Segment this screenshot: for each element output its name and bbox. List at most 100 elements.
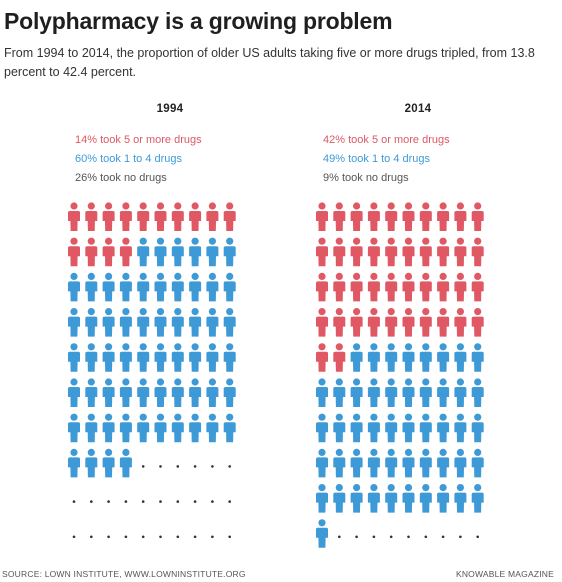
- figure-one-to-four: [385, 448, 398, 478]
- figure-five-or-more: [385, 237, 398, 267]
- figure-one-to-four: [419, 413, 432, 443]
- figure-five-or-more: [350, 202, 363, 231]
- figure-one-to-four: [471, 378, 484, 407]
- figure-five-or-more: [333, 202, 346, 231]
- figure-one-to-four: [316, 448, 328, 478]
- figure-one-to-four: [385, 343, 398, 372]
- figure-one-to-four: [171, 237, 184, 267]
- figure-five-or-more: [171, 202, 184, 231]
- figure-no-drugs-dot: [141, 465, 145, 468]
- figure-five-or-more: [68, 202, 80, 231]
- figure-no-drugs-dot: [176, 535, 180, 539]
- figure-one-to-four: [454, 343, 467, 372]
- figure-one-to-four: [189, 343, 202, 372]
- figure-no-drugs-dot: [459, 535, 462, 539]
- figure-no-drugs-dot: [407, 535, 410, 539]
- figure-five-or-more: [402, 237, 415, 267]
- figure-one-to-four: [402, 378, 415, 407]
- figure-one-to-four: [137, 343, 150, 372]
- figure-one-to-four: [85, 343, 98, 372]
- figure-five-or-more: [316, 202, 328, 231]
- figure-one-to-four: [154, 272, 167, 302]
- figure-one-to-four: [316, 519, 328, 548]
- figure-five-or-more: [102, 237, 115, 267]
- figure-one-to-four: [223, 413, 236, 443]
- figure-no-drugs-dot: [211, 535, 214, 539]
- figure-five-or-more: [437, 202, 450, 231]
- legend-pct-one-to-four-1994: 60%: [75, 153, 98, 165]
- figure-one-to-four: [350, 413, 363, 443]
- pictogram-grid-1994: [68, 202, 236, 539]
- figure-one-to-four: [119, 413, 132, 443]
- figure-no-drugs-dot: [228, 500, 231, 503]
- legend-pct-no-drugs-1994: 26%: [75, 172, 98, 184]
- figure-one-to-four: [102, 343, 115, 372]
- figure-one-to-four: [454, 413, 467, 443]
- figure-five-or-more: [471, 272, 484, 302]
- figure-one-to-four: [171, 413, 184, 443]
- figure-one-to-four: [333, 378, 346, 407]
- figure-no-drugs-dot: [141, 500, 145, 503]
- figure-one-to-four: [206, 308, 219, 337]
- figure-one-to-four: [385, 378, 398, 407]
- figure-five-or-more: [333, 272, 346, 302]
- figure-one-to-four: [189, 413, 202, 443]
- figure-one-to-four: [223, 378, 236, 407]
- figure-five-or-more: [367, 272, 380, 302]
- figure-one-to-four: [137, 378, 150, 407]
- legend-item-one-to-four-1994: 60% took 1 to 4 drugs: [75, 150, 275, 169]
- figure-one-to-four: [189, 378, 202, 407]
- figure-five-or-more: [223, 202, 236, 231]
- figure-one-to-four: [367, 378, 380, 407]
- figure-one-to-four: [102, 448, 115, 478]
- figure-five-or-more: [367, 237, 380, 267]
- figure-one-to-four: [437, 343, 450, 372]
- figure-one-to-four: [68, 448, 80, 478]
- figure-one-to-four: [137, 308, 150, 337]
- figure-one-to-four: [171, 272, 184, 302]
- figure-no-drugs-dot: [159, 535, 162, 539]
- figure-no-drugs-dot: [355, 535, 358, 539]
- figure-no-drugs-dot: [159, 465, 162, 468]
- figure-one-to-four: [367, 484, 380, 513]
- figure-five-or-more: [350, 237, 363, 267]
- figure-one-to-four: [471, 413, 484, 443]
- figure-one-to-four: [119, 448, 132, 478]
- figure-five-or-more: [437, 237, 450, 267]
- figure-no-drugs-dot: [424, 535, 428, 539]
- figure-one-to-four: [350, 378, 363, 407]
- figure-one-to-four: [119, 272, 132, 302]
- figure-one-to-four: [189, 272, 202, 302]
- figure-five-or-more: [471, 202, 484, 231]
- legend-item-no-drugs-2014: 9% took no drugs: [323, 169, 523, 188]
- figure-one-to-four: [68, 343, 80, 372]
- figure-one-to-four: [189, 237, 202, 267]
- figure-one-to-four: [137, 413, 150, 443]
- figure-one-to-four: [154, 343, 167, 372]
- figure-five-or-more: [471, 237, 484, 267]
- figure-five-or-more: [102, 202, 115, 231]
- figure-one-to-four: [454, 378, 467, 407]
- figure-five-or-more: [454, 237, 467, 267]
- figure-no-drugs-dot: [228, 535, 231, 539]
- figure-five-or-more: [154, 202, 167, 231]
- figure-no-drugs-dot: [389, 535, 393, 539]
- figure-one-to-four: [350, 484, 363, 513]
- figure-one-to-four: [402, 448, 415, 478]
- figure-five-or-more: [316, 308, 328, 337]
- figure-one-to-four: [68, 413, 80, 443]
- figure-five-or-more: [206, 202, 219, 231]
- figure-five-or-more: [333, 343, 346, 372]
- figure-one-to-four: [137, 272, 150, 302]
- figure-one-to-four: [206, 272, 219, 302]
- figure-one-to-four: [223, 237, 236, 267]
- figure-one-to-four: [171, 343, 184, 372]
- figure-five-or-more: [85, 202, 98, 231]
- figure-one-to-four: [137, 237, 150, 267]
- figure-one-to-four: [437, 413, 450, 443]
- figure-one-to-four: [402, 343, 415, 372]
- figure-one-to-four: [189, 308, 202, 337]
- legend-item-five-or-more-1994: 14% took 5 or more drugs: [75, 131, 275, 150]
- legend-2014: 42% took 5 or more drugs 49% took 1 to 4…: [323, 131, 523, 188]
- figure-five-or-more: [189, 202, 202, 231]
